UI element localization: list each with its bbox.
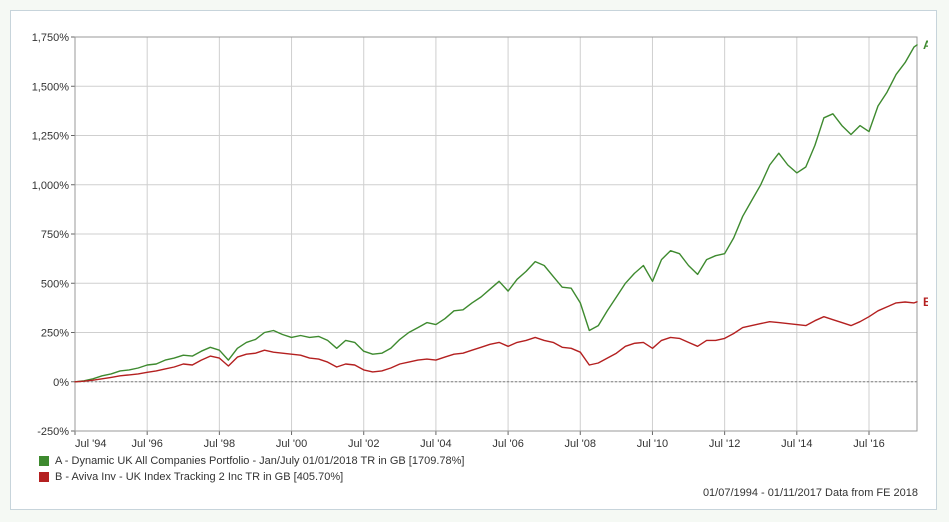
svg-text:Jul '14: Jul '14 [781,438,812,450]
chart-card: -250% 0% 250% 500% 750% 1,000% 1,250% 1,500% 1,7… [10,10,937,510]
performance-chart: -250% 0% 250% 500% 750% 1,000% 1,250% 1,500% 1,7… [19,19,928,503]
svg-text:Jul '08: Jul '08 [565,438,596,450]
svg-text:Jul '16: Jul '16 [853,438,884,450]
svg-text:Jul '00: Jul '00 [276,438,307,450]
svg-text:Jul '06: Jul '06 [492,438,523,450]
legend-item-b: B - Aviva Inv - UK Index Tracking 2 Inc … [39,469,464,485]
svg-text:-250%: -250% [37,426,69,438]
svg-text:Jul '10: Jul '10 [637,438,668,450]
svg-text:250%: 250% [41,328,69,340]
svg-text:Jul '98: Jul '98 [204,438,235,450]
svg-text:500%: 500% [41,278,69,290]
svg-text:0%: 0% [53,377,69,389]
svg-text:1,000%: 1,000% [32,180,70,192]
svg-text:1,250%: 1,250% [32,131,70,143]
svg-text:Jul '94: Jul '94 [75,438,106,450]
legend: A - Dynamic UK All Companies Portfolio -… [39,453,464,485]
svg-text:750%: 750% [41,229,69,241]
legend-swatch-a [39,456,49,466]
svg-text:1,500%: 1,500% [32,81,70,93]
chart-footer-note: 01/07/1994 - 01/11/2017 Data from FE 201… [703,487,918,499]
svg-text:Jul '02: Jul '02 [348,438,379,450]
svg-text:Jul '04: Jul '04 [420,438,451,450]
svg-text:Jul '12: Jul '12 [709,438,740,450]
legend-label-a: A - Dynamic UK All Companies Portfolio -… [55,453,464,469]
svg-text:A: A [923,38,928,52]
svg-text:Jul '96: Jul '96 [131,438,162,450]
legend-label-b: B - Aviva Inv - UK Index Tracking 2 Inc … [55,469,343,485]
svg-text:B: B [923,295,928,309]
legend-item-a: A - Dynamic UK All Companies Portfolio -… [39,453,464,469]
legend-swatch-b [39,472,49,482]
svg-text:1,750%: 1,750% [32,32,70,44]
